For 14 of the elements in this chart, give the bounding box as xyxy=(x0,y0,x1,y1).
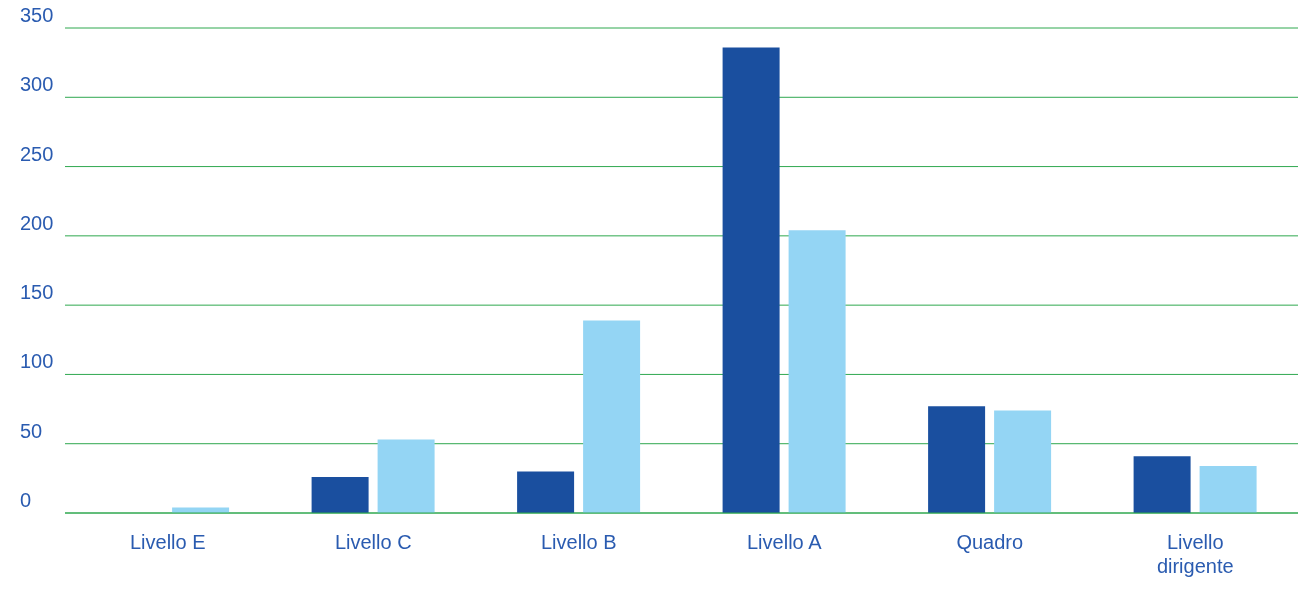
x-tick-label: Quadro xyxy=(956,531,1024,553)
y-tick-label: 0 xyxy=(20,489,32,511)
x-tick-label: Livello E xyxy=(129,531,206,553)
x-tick-label: Livello C xyxy=(334,531,412,553)
y-tick-label: 50 xyxy=(20,419,43,442)
y-tick-label: 350 xyxy=(20,4,54,26)
y-tick-label: 150 xyxy=(20,281,54,304)
x-tick-label: Livello B xyxy=(540,531,617,553)
y-tick-label: 250 xyxy=(20,142,54,165)
x-tick-label: Livello A xyxy=(747,531,823,553)
y-tick-label: 300 xyxy=(20,73,54,96)
x-tick-label: Livello dirigente xyxy=(1156,531,1234,577)
y-tick-label: 200 xyxy=(20,211,54,234)
y-tick-label: 100 xyxy=(20,350,54,373)
